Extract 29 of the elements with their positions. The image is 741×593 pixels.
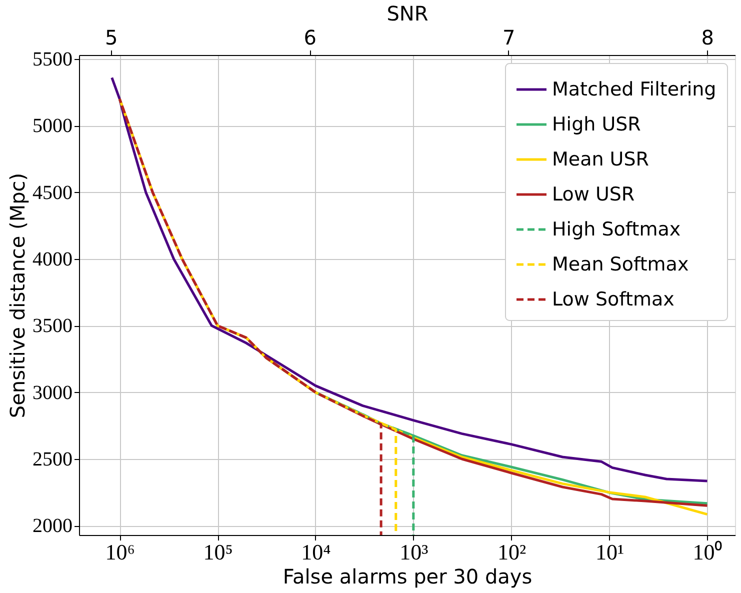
x2-tick-label: 5 xyxy=(104,26,118,50)
x-tick-label: 10² xyxy=(498,540,527,564)
y-tick-label: 3000 xyxy=(32,382,72,404)
y-tick-label: 2000 xyxy=(32,515,72,538)
x-tick-label: 10⁰ xyxy=(692,540,723,564)
x2-axis-title: SNR xyxy=(386,2,428,26)
x-axis-title: False alarms per 30 days xyxy=(282,564,532,588)
x-tick-label: 10¹ xyxy=(595,540,624,564)
y-tick-label: 2500 xyxy=(32,448,72,470)
legend-label: High Softmax xyxy=(552,218,681,240)
legend-label: Mean Softmax xyxy=(552,254,689,276)
y-axis-title: Sensitive distance (Mpc) xyxy=(6,172,30,418)
x2-tick-label: 7 xyxy=(502,26,516,50)
legend-label: High USR xyxy=(552,114,641,136)
y-tick-label: 3500 xyxy=(32,315,72,338)
y-tick-label: 5000 xyxy=(32,115,72,138)
x-tick-label: 10³ xyxy=(400,540,429,564)
legend-label: Low Softmax xyxy=(552,288,674,310)
legend-label: Matched Filtering xyxy=(552,78,716,100)
x2-tick-label: 6 xyxy=(304,26,316,50)
x-tick-label: 10⁶ xyxy=(105,540,135,564)
y-tick-label: 4500 xyxy=(32,182,72,204)
legend-label: Low USR xyxy=(552,184,635,206)
x2-tick-label: 8 xyxy=(701,26,714,50)
x-tick-label: 10⁵ xyxy=(203,540,233,564)
x-tick-label: 10⁴ xyxy=(301,540,332,564)
y-tick-label: 4000 xyxy=(32,248,72,270)
y-tick-label: 5500 xyxy=(32,48,72,70)
legend-label: Mean USR xyxy=(552,148,649,170)
